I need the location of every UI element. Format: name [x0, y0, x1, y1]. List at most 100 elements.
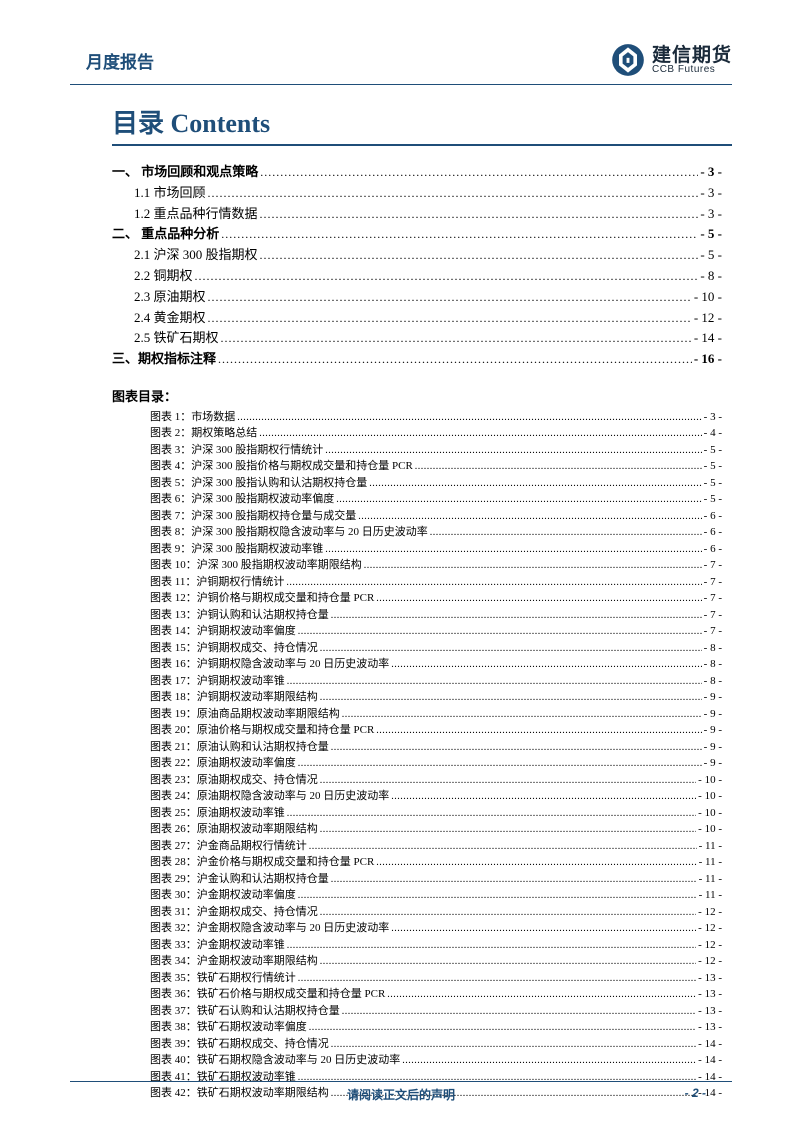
figure-entry: 图表 25：原油期权波动率锥 - 10 - — [150, 805, 722, 822]
figure-leader-dots — [320, 772, 696, 789]
toc-label: 1.2 重点品种行情数据 — [134, 204, 258, 225]
figure-leader-dots — [336, 491, 701, 508]
toc-leader-dots — [208, 287, 692, 308]
figure-entry: 图表 33：沪金期权波动率锥 - 12 - — [150, 937, 722, 954]
toc-entry: 一、 市场回顾和观点策略 - 3 - — [112, 162, 722, 183]
figure-label: 图表 23：原油期权成交、持仓情况 — [150, 772, 318, 789]
figure-leader-dots — [309, 838, 697, 855]
figure-label: 图表 3：沪深 300 股指期权行情统计 — [150, 442, 323, 459]
figure-entry: 图表 15：沪铜期权成交、持仓情况- 8 - — [150, 640, 722, 657]
toc-label: 2.4 黄金期权 — [134, 308, 206, 329]
figure-leader-dots — [342, 706, 702, 723]
figure-page-number: - 10 - — [698, 805, 722, 822]
toc-leader-dots — [260, 245, 699, 266]
figure-page-number: - 7 - — [704, 574, 722, 591]
figure-label: 图表 22：原油期权波动率偏度 — [150, 755, 296, 772]
figure-page-number: - 9 - — [704, 689, 722, 706]
figure-leader-dots — [430, 524, 702, 541]
figure-leader-dots — [237, 409, 701, 426]
figure-page-number: - 7 - — [704, 590, 722, 607]
figure-leader-dots — [298, 970, 696, 987]
figure-entry: 图表 11：沪铜期权行情统计 - 7 - — [150, 574, 722, 591]
toc-entry: 二、 重点品种分析 - 5 - — [112, 224, 722, 245]
toc-entry: 2.3 原油期权- 10 - — [112, 287, 722, 308]
figure-page-number: - 11 - — [699, 854, 722, 871]
logo-text: 建信期货 CCB Futures — [652, 46, 732, 75]
figure-entry: 图表 27：沪金商品期权行情统计- 11 - — [150, 838, 722, 855]
figure-page-number: - 7 - — [704, 607, 722, 624]
figure-page-number: - 9 - — [704, 706, 722, 723]
figure-leader-dots — [320, 821, 696, 838]
toc-label: 2.3 原油期权 — [134, 287, 206, 308]
figure-page-number: - 6 - — [704, 508, 722, 525]
figure-label: 图表 34：沪金期权波动率期限结构 — [150, 953, 318, 970]
figure-leader-dots — [298, 887, 697, 904]
figure-page-number: - 5 - — [704, 442, 722, 459]
figure-entry: 图表 35：铁矿石期权行情统计 - 13 - — [150, 970, 722, 987]
figure-page-number: - 10 - — [698, 772, 722, 789]
figure-entry: 图表 3：沪深 300 股指期权行情统计 - 5 - — [150, 442, 722, 459]
figure-leader-dots — [376, 854, 696, 871]
figure-label: 图表 25：原油期权波动率锥 — [150, 805, 285, 822]
toc-page-number: - 3 - — [700, 204, 722, 225]
figure-page-number: - 12 - — [698, 937, 722, 954]
company-logo: 建信期货 CCB Futures — [610, 42, 732, 78]
figure-leader-dots — [287, 937, 696, 954]
figure-leader-dots — [364, 557, 702, 574]
figure-page-number: - 9 - — [704, 755, 722, 772]
figure-label: 图表 37：铁矿石认购和认沽期权持仓量 — [150, 1003, 340, 1020]
figure-page-number: - 13 - — [698, 986, 722, 1003]
figure-label: 图表 11：沪铜期权行情统计 — [150, 574, 284, 591]
toc-entry: 1.2 重点品种行情数据 - 3 - — [112, 204, 722, 225]
figure-entry: 图表 7：沪深 300 股指期权持仓量与成交量- 6 - — [150, 508, 722, 525]
figure-label: 图表 4：沪深 300 股指价格与期权成交量和持仓量 PCR — [150, 458, 413, 475]
figure-entry: 图表 8：沪深 300 股指期权隐含波动率与 20 日历史波动率- 6 - — [150, 524, 722, 541]
toc-label: 一、 市场回顾和观点策略 — [112, 162, 258, 183]
figure-leader-dots — [298, 755, 702, 772]
figure-leader-dots — [259, 425, 701, 442]
figure-leader-dots — [320, 953, 696, 970]
figure-entry: 图表 5：沪深 300 股指认购和认沽期权持仓量- 5 - — [150, 475, 722, 492]
figure-label: 图表 6：沪深 300 股指期权波动率偏度 — [150, 491, 334, 508]
figure-leader-dots — [376, 590, 701, 607]
figure-entry: 图表 1：市场数据- 3 - — [150, 409, 722, 426]
figure-leader-dots — [287, 805, 696, 822]
figure-label: 图表 33：沪金期权波动率锥 — [150, 937, 285, 954]
figure-entry: 图表 21：原油认购和认沽期权持仓量- 9 - — [150, 739, 722, 756]
figure-entry: 图表 16：沪铜期权隐含波动率与 20 日历史波动率- 8 - — [150, 656, 722, 673]
figure-leader-dots — [320, 640, 702, 657]
toc-leader-dots — [195, 266, 699, 287]
toc-label: 1.1 市场回顾 — [134, 183, 206, 204]
toc-label: 2.1 沪深 300 股指期权 — [134, 245, 258, 266]
toc-page-number: - 3 - — [700, 162, 722, 183]
figure-entry: 图表 14：沪铜期权波动率偏度- 7 - — [150, 623, 722, 640]
figure-page-number: - 13 - — [698, 1003, 722, 1020]
toc-entry: 2.2 铜期权- 8 - — [112, 266, 722, 287]
figure-page-number: - 5 - — [704, 491, 722, 508]
figure-label: 图表 2：期权策略总结 — [150, 425, 257, 442]
figure-label: 图表 8：沪深 300 股指期权隐含波动率与 20 日历史波动率 — [150, 524, 428, 541]
logo-english: CCB Futures — [652, 65, 732, 75]
toc-label: 三、期权指标注释 — [112, 349, 216, 370]
figure-entry: 图表 9：沪深 300 股指期权波动率锥- 6 - — [150, 541, 722, 558]
figure-page-number: - 11 - — [699, 887, 722, 904]
figure-leader-dots — [320, 904, 696, 921]
figure-entry: 图表 20：原油价格与期权成交量和持仓量 PCR- 9 - — [150, 722, 722, 739]
figure-label: 图表 35：铁矿石期权行情统计 — [150, 970, 296, 987]
figure-page-number: - 5 - — [704, 458, 722, 475]
figure-page-number: - 13 - — [698, 970, 722, 987]
figure-leader-dots — [286, 574, 701, 591]
figure-label: 图表 24：原油期权隐含波动率与 20 日历史波动率 — [150, 788, 389, 805]
figure-label: 图表 28：沪金价格与期权成交量和持仓量 PCR — [150, 854, 374, 871]
toc-leader-dots — [208, 183, 699, 204]
figure-entry: 图表 4：沪深 300 股指价格与期权成交量和持仓量 PCR - 5 - — [150, 458, 722, 475]
figure-page-number: - 3 - — [704, 409, 722, 426]
figure-leader-dots — [309, 1019, 696, 1036]
figure-leader-dots — [415, 458, 702, 475]
figure-entry: 图表 40：铁矿石期权隐含波动率与 20 日历史波动率- 14 - — [150, 1052, 722, 1069]
figure-label: 图表 19：原油商品期权波动率期限结构 — [150, 706, 340, 723]
figure-label: 图表 20：原油价格与期权成交量和持仓量 PCR — [150, 722, 374, 739]
table-of-contents: 一、 市场回顾和观点策略 - 3 -1.1 市场回顾 - 3 -1.2 重点品种… — [112, 162, 722, 370]
figure-leader-dots — [402, 1052, 696, 1069]
figure-label: 图表 40：铁矿石期权隐含波动率与 20 日历史波动率 — [150, 1052, 400, 1069]
